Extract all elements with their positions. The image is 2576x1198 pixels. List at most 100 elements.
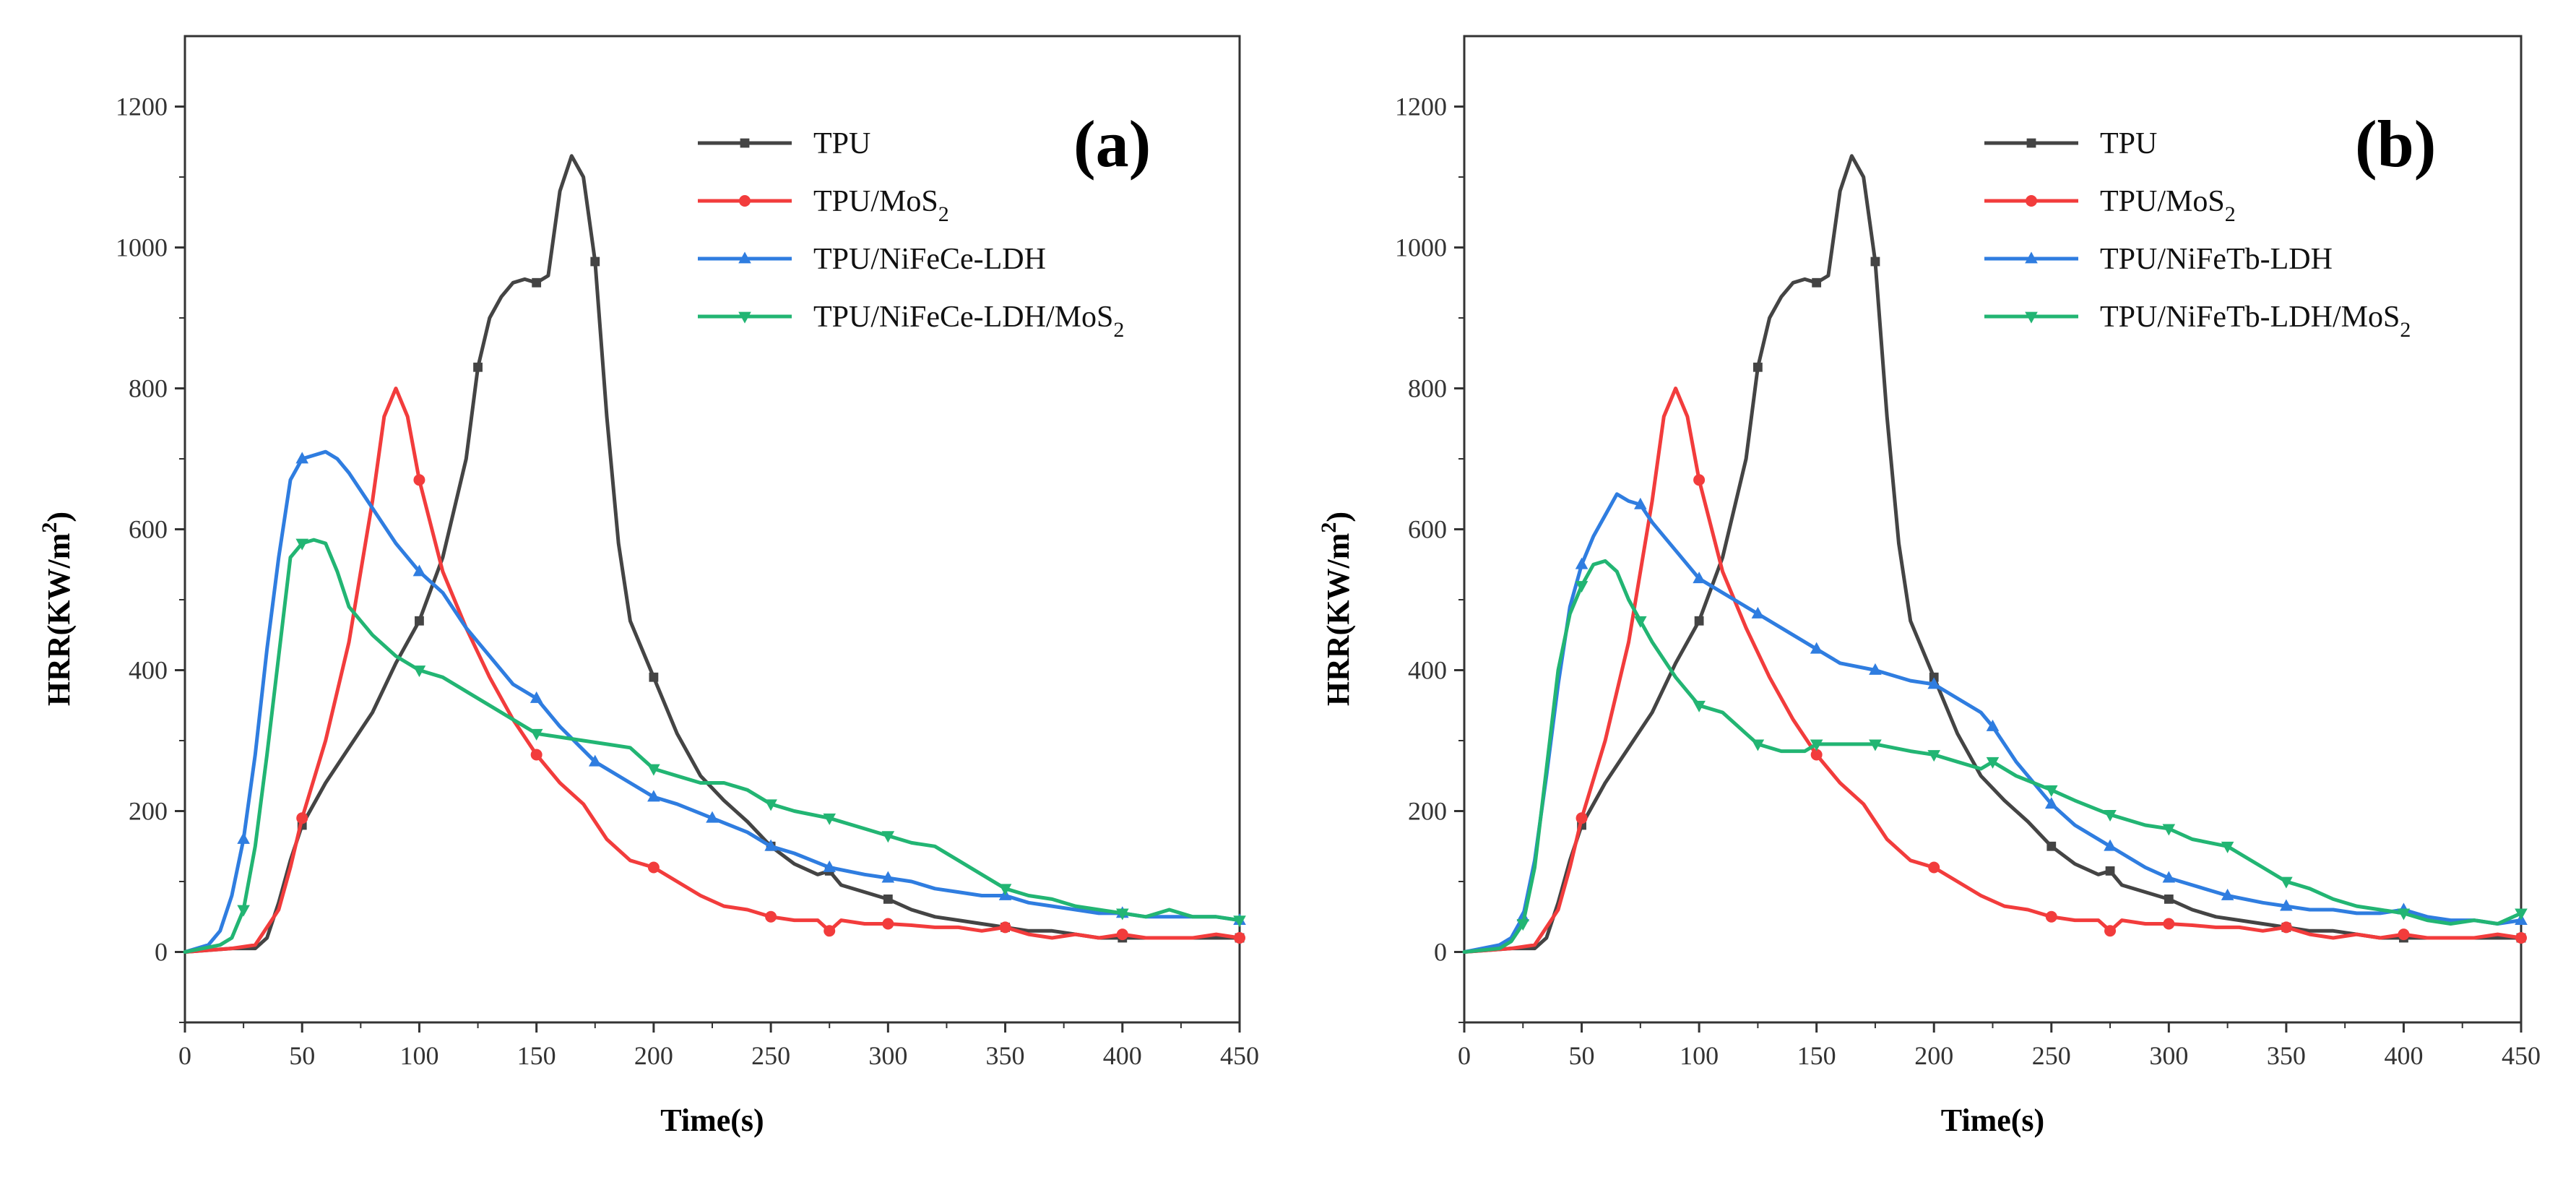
series-line (1462, 492, 2523, 954)
legend-label-main: TPU (813, 127, 870, 160)
data-point (2164, 894, 2174, 904)
data-point (1927, 677, 1941, 689)
data-point (412, 665, 426, 678)
data-point (1693, 474, 1706, 486)
data-point (1752, 362, 1763, 372)
data-point (998, 884, 1012, 896)
legend-label-subscript: 2 (1113, 318, 1124, 342)
panel-label: (b) (2355, 107, 2436, 181)
plot-frame (183, 35, 1241, 1024)
y-axis-title: HRR(KW/m2) (38, 512, 77, 706)
data-point (2044, 797, 2058, 809)
data-point (2515, 932, 2527, 944)
data-point (1869, 663, 1882, 675)
data-point (295, 452, 309, 464)
data-point (1986, 757, 2000, 769)
series-2 (183, 449, 1246, 954)
data-point (999, 921, 1011, 934)
data-point (413, 474, 425, 486)
data-point (1634, 616, 1647, 628)
legend-marker (739, 195, 751, 207)
series-line (183, 154, 1242, 954)
data-point (1870, 257, 1880, 267)
data-point (647, 764, 660, 776)
x-tick-label: 100 (399, 1041, 438, 1070)
y-axis-title-superscript: 2 (1317, 522, 1341, 533)
y-tick-label: 600 (1408, 515, 1447, 544)
data-point (881, 871, 895, 883)
data-point (295, 538, 309, 551)
data-point (473, 362, 483, 372)
data-point (1116, 928, 1128, 941)
legend: TPUTPU/MoS2TPU/NiFeCe-LDHTPU/NiFeCe-LDH/… (698, 127, 1124, 342)
data-point (2162, 824, 2176, 836)
series-3 (1462, 559, 2528, 954)
data-point (1986, 719, 2000, 731)
series-1 (183, 387, 1245, 954)
data-point (1693, 700, 1706, 712)
series-1 (1462, 387, 2527, 954)
y-tick-label: 1200 (1395, 92, 1447, 121)
series-line (183, 538, 1242, 954)
data-point (1929, 672, 1939, 682)
x-tick-label: 250 (2032, 1041, 2071, 1070)
data-point (2280, 899, 2293, 911)
y-tick-label: 0 (1434, 938, 1447, 967)
data-point (2045, 910, 2057, 923)
x-axis-title: Time(s) (660, 1103, 764, 1138)
x-tick-label: 150 (1797, 1041, 1836, 1070)
legend-marker (738, 311, 751, 324)
data-point (1516, 919, 1530, 931)
data-point (2515, 908, 2528, 921)
legend-label-main: TPU (2100, 127, 2157, 160)
data-point (532, 277, 542, 288)
data-point (1812, 277, 1822, 288)
data-point (296, 812, 308, 824)
chart-panel-a: 0 50 100 150 200 250 300 350 400 450 0 200 400 600 800… (38, 35, 1259, 1138)
legend-marker (740, 138, 750, 148)
data-point (590, 257, 600, 267)
legend-label-main: TPU/NiFeCe-LDH (813, 243, 1046, 276)
x-tick-label: 350 (986, 1041, 1025, 1070)
legend-marker (738, 251, 751, 264)
data-point (2398, 928, 2410, 941)
series-line (183, 449, 1242, 954)
y-tick-label: 200 (129, 797, 168, 826)
legend-label-main: TPU/NiFeTb-LDH (2100, 243, 2333, 276)
series-2 (1462, 492, 2528, 954)
data-point (1810, 749, 1823, 761)
legend-label-subscript: 2 (938, 202, 949, 226)
data-point (530, 691, 543, 703)
x-tick-label: 50 (1569, 1041, 1595, 1070)
data-point (764, 799, 777, 811)
legend-marker (2026, 195, 2037, 207)
data-point (2104, 809, 2117, 822)
series-0 (1462, 154, 2526, 954)
y-tick-label: 0 (155, 938, 168, 967)
data-point (2162, 871, 2176, 883)
y-tick-label: 800 (129, 374, 168, 403)
data-point (1927, 750, 1941, 762)
x-tick-label: 150 (517, 1041, 556, 1070)
y-axis-title-close: ) (1321, 512, 1356, 522)
x-tick-label: 400 (1103, 1041, 1142, 1070)
data-point (2397, 908, 2411, 921)
y-tick-label: 400 (129, 656, 168, 685)
data-point (1234, 932, 1245, 944)
data-point (415, 616, 424, 626)
data-point (237, 832, 250, 844)
x-tick-label: 250 (751, 1041, 790, 1070)
legend-label: TPU/MoS2 (2100, 185, 2236, 226)
data-point (1115, 908, 1129, 921)
data-point (649, 672, 659, 682)
data-point (2104, 839, 2117, 851)
data-point (823, 813, 837, 825)
data-point (1751, 606, 1765, 619)
x-tick-label: 300 (868, 1041, 907, 1070)
data-point (237, 905, 250, 917)
data-point (1751, 739, 1765, 751)
legend-label-main: TPU/MoS (2100, 185, 2225, 218)
x-tick-label: 450 (1220, 1041, 1259, 1070)
data-point (2280, 876, 2293, 889)
data-point (823, 860, 837, 872)
